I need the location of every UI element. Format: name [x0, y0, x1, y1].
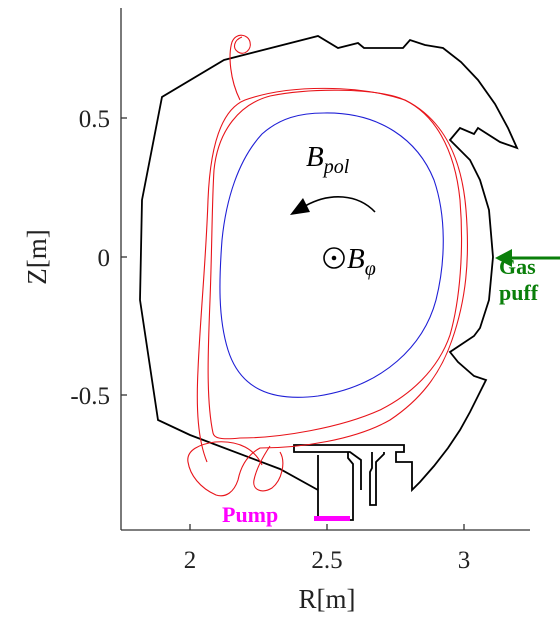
y-tick-label-neg0.5: -0.5 [70, 383, 110, 410]
pump-label: Pump [222, 502, 278, 527]
gas-puff-label-line2: puff [499, 280, 539, 305]
vessel-wall [139, 35, 519, 521]
divertor-right-leg [369, 452, 385, 506]
bpol-main: B [306, 141, 324, 173]
bphi-text: Bφ [347, 243, 376, 280]
core-flux-surface [219, 112, 444, 398]
poloidal-arc [304, 196, 376, 213]
upper-xpoint-loop [229, 34, 251, 101]
x-tick-label-2.5: 2.5 [311, 547, 342, 574]
gas-puff-label-line1: Gas [499, 254, 536, 279]
poloidal-field-arrow [290, 196, 376, 215]
bphi-sub: φ [365, 258, 376, 280]
gas-puff-arrowhead [495, 249, 512, 267]
pump-annotation: Pump [222, 502, 350, 527]
lower-loop-trace [253, 445, 284, 492]
y-tick-label-0.5: 0.5 [79, 106, 110, 133]
y-tick-label-0: 0 [98, 245, 111, 272]
bphi-label: Bφ [323, 243, 376, 280]
axes: 0.5 0 -0.5 2 2.5 3 R[m] Z[m] [22, 8, 530, 614]
bphi-main: B [347, 243, 365, 275]
bphi-dot [331, 255, 337, 261]
x-axis-title: R[m] [299, 584, 356, 614]
gas-puff-annotation: Gas puff [495, 249, 560, 305]
poloidal-arrowhead [290, 198, 310, 215]
divertor-left-leg [317, 452, 354, 521]
separatrix-inner [207, 89, 463, 440]
bphi-circle [323, 247, 345, 269]
y-axis-title: Z[m] [22, 229, 52, 284]
wall-outer-contour [139, 35, 519, 493]
bpol-sub: pol [322, 156, 350, 178]
x-tick-label-3: 3 [458, 547, 471, 574]
bpol-label: Bpol [306, 141, 350, 178]
x-tick-label-2: 2 [184, 547, 197, 574]
separatrix-outer [187, 87, 469, 497]
pump-bar [314, 516, 350, 521]
separatrix-flux-surfaces [187, 34, 469, 497]
